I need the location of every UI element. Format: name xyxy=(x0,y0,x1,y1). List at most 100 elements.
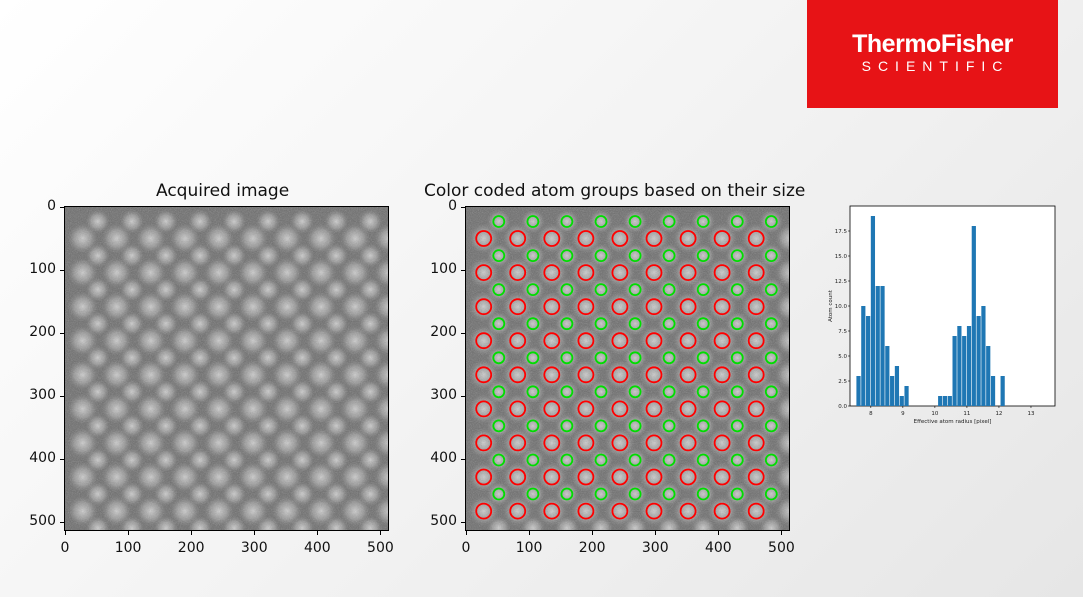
large-atom-marker xyxy=(645,230,663,247)
histogram-bar xyxy=(1000,376,1005,406)
x-tick-mark xyxy=(655,531,657,535)
histogram-bar xyxy=(962,336,967,406)
atom-radius-histogram: 8 9 10 11 12 13 0.0 2.5 5.0 7.5 10.0 12.5 15.0 17.5 Ef… xyxy=(828,205,1056,425)
small-atom-marker xyxy=(628,215,642,228)
large-atom-marker xyxy=(713,366,731,384)
histogram-bar xyxy=(971,226,976,406)
large-atom-marker xyxy=(543,264,561,281)
histogram-bar xyxy=(986,346,991,406)
large-atom-marker xyxy=(577,230,595,247)
y-tick-mark xyxy=(60,207,64,208)
large-atom-marker xyxy=(543,366,561,384)
y-tick-label: 500 xyxy=(430,513,457,530)
x-tick-label: 300 xyxy=(641,540,669,556)
histogram-bar xyxy=(904,386,909,406)
large-atom-marker xyxy=(475,468,493,486)
histogram-bar xyxy=(899,396,904,406)
small-atom-marker xyxy=(594,283,608,296)
large-atom-marker xyxy=(611,366,629,384)
small-atom-marker xyxy=(764,453,778,467)
x-tick-mark xyxy=(380,531,382,535)
large-atom-marker xyxy=(679,366,697,384)
large-atom-marker xyxy=(645,366,663,384)
large-atom-marker xyxy=(645,434,663,452)
small-atom-marker xyxy=(526,419,540,433)
small-atom-marker xyxy=(730,317,744,331)
small-atom-marker xyxy=(492,487,506,501)
large-atom-marker xyxy=(543,434,561,452)
small-atom-marker xyxy=(730,249,744,262)
logo-subtitle: SCIENTIFIC xyxy=(861,58,1010,74)
x-tick-label: 100 xyxy=(515,540,543,556)
small-atom-marker xyxy=(662,419,676,433)
large-atom-marker xyxy=(747,230,765,247)
y-tick-mark xyxy=(461,522,465,524)
histogram-bar xyxy=(942,396,948,406)
large-atom-marker xyxy=(713,400,731,418)
y-tick-label: 15.0 xyxy=(835,254,848,260)
large-atom-marker xyxy=(713,230,731,247)
thermofisher-logo: ThermoFisher SCIENTIFIC xyxy=(807,0,1058,108)
large-atom-marker xyxy=(577,400,595,418)
large-atom-marker xyxy=(543,468,561,486)
large-atom-marker xyxy=(747,400,765,418)
small-atom-marker xyxy=(594,385,608,399)
small-atom-marker xyxy=(730,215,744,228)
histogram-bar xyxy=(890,376,895,406)
large-atom-marker xyxy=(509,400,527,418)
x-tick-label: 500 xyxy=(367,540,394,556)
small-atom-marker xyxy=(594,317,608,331)
small-atom-marker xyxy=(628,487,642,501)
small-atom-marker xyxy=(628,249,642,262)
large-atom-marker xyxy=(645,332,663,350)
large-atom-marker xyxy=(747,468,765,486)
large-atom-marker xyxy=(577,366,595,384)
small-atom-marker xyxy=(560,215,574,228)
y-tick-label: 7.5 xyxy=(838,329,847,335)
large-atom-marker xyxy=(679,434,697,452)
small-atom-marker xyxy=(696,215,710,228)
small-atom-marker xyxy=(628,351,642,365)
y-tick-label: 17.5 xyxy=(835,229,848,235)
x-tick-label: 200 xyxy=(177,540,205,556)
large-atom-marker xyxy=(475,264,493,281)
y-tick-label: 2.5 xyxy=(838,379,847,385)
histogram-bar xyxy=(957,326,962,406)
y-tick-mark xyxy=(60,459,64,461)
y-tick-label: 0 xyxy=(448,198,457,214)
small-atom-marker xyxy=(696,283,710,296)
small-atom-marker xyxy=(696,419,710,433)
large-atom-marker xyxy=(713,332,731,350)
x-tick-mark xyxy=(592,531,594,535)
small-atom-marker xyxy=(492,249,506,262)
large-atom-marker xyxy=(747,298,765,316)
small-atom-marker xyxy=(526,317,540,331)
acquired-image xyxy=(65,207,388,530)
small-atom-marker xyxy=(730,419,744,433)
large-atom-marker xyxy=(509,298,527,316)
small-atom-marker xyxy=(594,487,608,501)
large-atom-marker xyxy=(577,502,595,520)
histogram-bar xyxy=(981,306,986,406)
atom-groups-image xyxy=(466,207,789,530)
histogram-bar xyxy=(990,376,996,406)
large-atom-marker xyxy=(747,332,765,350)
large-atom-marker xyxy=(713,468,731,486)
histogram-bar xyxy=(870,216,876,406)
histogram-bar xyxy=(966,326,972,406)
y-tick-label: 10.0 xyxy=(835,304,848,310)
x-tick-label: 10 xyxy=(931,411,938,417)
x-tick-label: 0 xyxy=(461,540,471,556)
large-atom-marker xyxy=(577,332,595,350)
large-atom-marker xyxy=(747,264,765,281)
large-atom-marker xyxy=(475,400,493,418)
x-tick-label: 12 xyxy=(995,411,1002,417)
large-atom-marker xyxy=(713,264,731,281)
large-atom-marker xyxy=(475,502,493,520)
small-atom-marker xyxy=(628,385,642,399)
large-atom-marker xyxy=(679,298,697,316)
small-atom-marker xyxy=(662,453,676,467)
large-atom-marker xyxy=(611,298,629,316)
x-tick-mark xyxy=(529,531,531,535)
small-atom-marker xyxy=(696,385,710,399)
